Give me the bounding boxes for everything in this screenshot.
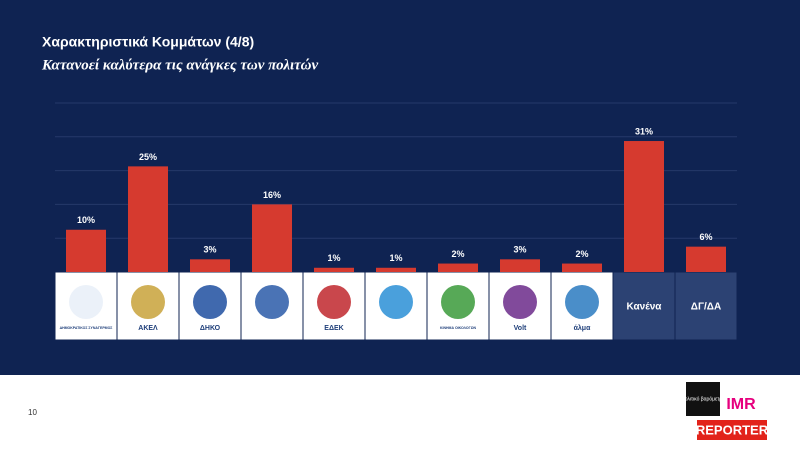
bar: [500, 259, 540, 272]
bar: [314, 267, 354, 272]
bar: [562, 263, 602, 272]
value-label: 2%: [451, 249, 464, 259]
footer: [0, 375, 800, 450]
bar: [438, 263, 478, 272]
plot: ΔΗΜΟΚΡΑΤΙΚΟΣ ΣΥΝΑΓΕΡΜΟΣ 10% ΑΚΕΛ 25% ΔΗΚΟ 3% 1…: [54, 102, 738, 341]
x-tick-label: ΑΚΕΛ: [138, 325, 158, 332]
value-label: 25%: [139, 152, 157, 162]
value-label: 3%: [203, 245, 216, 255]
x-tick-label: ΔΗΜΟΚΡΑΤΙΚΟΣ ΣΥΝΑΓΕΡΜΟΣ: [60, 326, 113, 330]
value-label: 2%: [575, 249, 588, 259]
party-logo: [69, 285, 103, 319]
value-label: 3%: [513, 245, 526, 255]
party-logo: [565, 285, 599, 319]
bar: [190, 259, 230, 272]
reporter-text: REPORTER: [696, 422, 769, 437]
imr-text: IMR: [726, 396, 756, 413]
page-number: 10: [28, 408, 37, 417]
value-label: 1%: [389, 253, 402, 263]
x-tick-label: ΔΗΚΟ: [200, 325, 221, 332]
x-tick-label: Volt: [514, 325, 527, 332]
value-label: 31%: [635, 126, 653, 136]
value-label: 16%: [263, 190, 281, 200]
party-logo: [255, 285, 289, 319]
x-tick-label: ΔΓ/ΔΑ: [691, 302, 721, 313]
party-logo: [131, 285, 165, 319]
x-tick-label: Κανένα: [627, 302, 663, 313]
reporter-box: [697, 420, 767, 440]
barometer-text: Πολιτικό βαρόμετρο: [681, 395, 725, 402]
party-logo: [503, 285, 537, 319]
value-label: 10%: [77, 215, 95, 225]
party-logo: [317, 285, 351, 319]
party-logo: [379, 285, 413, 319]
x-tick-label: ΕΔΕΚ: [324, 325, 343, 332]
category-cell: [674, 271, 738, 341]
party-logo: [193, 285, 227, 319]
brand-logos: Πολιτικό βαρόμετρο IMR REPORTER: [681, 382, 769, 440]
category-cell: [612, 271, 676, 341]
value-label: 6%: [699, 232, 712, 242]
bar: [66, 229, 106, 272]
bar: [128, 166, 168, 272]
bar: [686, 246, 726, 272]
barometer-box: [686, 382, 720, 416]
bar: [252, 204, 292, 272]
x-tick-label: ΚΙΝΗΜΑ ΟΙΚΟΛΟΓΩΝ: [440, 326, 477, 330]
party-logo: [441, 285, 475, 319]
bar: [624, 141, 664, 272]
chart-title: Χαρακτηριστικά Κομμάτων (4/8): [42, 34, 254, 50]
value-label: 1%: [327, 253, 340, 263]
bar: [376, 267, 416, 272]
x-tick-label: άλμα: [574, 324, 591, 332]
chart-subtitle: Κατανοεί καλύτερα τις ανάγκες των πολιτώ…: [41, 57, 318, 73]
